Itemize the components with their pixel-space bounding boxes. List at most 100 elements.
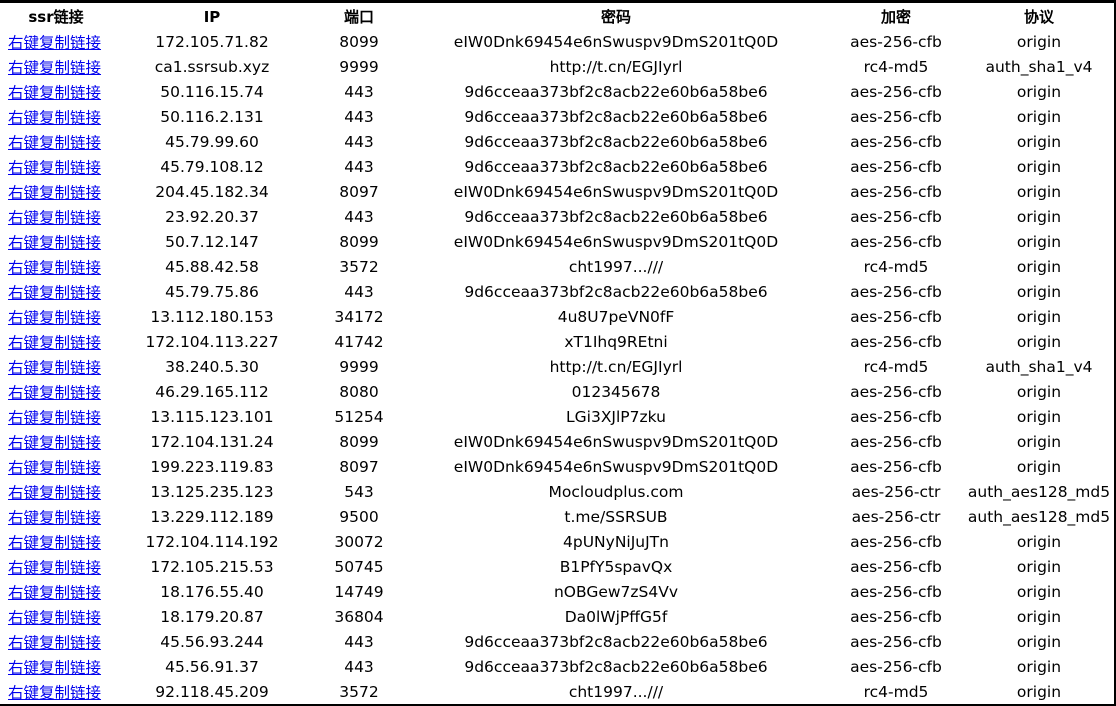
password-cell: cht1997.../// (568, 257, 664, 276)
protocol-cell: origin (1016, 557, 1062, 576)
ip-cell: 50.116.15.74 (160, 82, 264, 101)
encryption-cell: aes-256-cfb (850, 82, 942, 101)
port-cell: 443 (344, 207, 374, 226)
ip-cell: 172.104.114.192 (145, 532, 279, 551)
encryption-cell: aes-256-cfb (850, 157, 942, 176)
copy-link[interactable]: 右键复制链接 (8, 83, 102, 102)
table-row: 右键复制链接 172.104.114.192 30072 4pUNyNiJuJTn ae… (0, 529, 1112, 554)
copy-link[interactable]: 右键复制链接 (8, 233, 102, 252)
encryption-cell: rc4-md5 (863, 57, 929, 76)
port-cell: 443 (344, 132, 374, 151)
copy-link[interactable]: 右键复制链接 (8, 133, 102, 152)
copy-link[interactable]: 右键复制链接 (8, 433, 102, 452)
table-row: 右键复制链接 18.176.55.40 14749 nOBGew7zS4Vv aes-2… (0, 579, 1112, 604)
copy-link[interactable]: 右键复制链接 (8, 333, 102, 352)
port-cell: 14749 (334, 582, 384, 601)
protocol-cell: origin (1016, 82, 1062, 101)
header-row: ssr链接 IP 端口 密码 加密 协议 (0, 4, 1112, 29)
copy-link[interactable]: 右键复制链接 (8, 358, 102, 377)
encryption-cell: aes-256-cfb (850, 657, 942, 676)
port-cell: 8099 (339, 32, 379, 51)
password-cell: 4pUNyNiJuJTn (563, 532, 669, 551)
port-cell: 8097 (339, 457, 379, 476)
password-cell: t.me/SSRSUB (564, 507, 668, 526)
copy-link[interactable]: 右键复制链接 (8, 158, 102, 177)
port-cell: 50745 (334, 557, 384, 576)
ssr-link-cell: 右键复制链接 (0, 554, 112, 579)
protocol-cell: origin (1016, 657, 1062, 676)
encryption-cell: aes-256-ctr (851, 507, 941, 526)
copy-link[interactable]: 右键复制链接 (8, 633, 102, 652)
ssr-link-cell: 右键复制链接 (0, 579, 112, 604)
copy-link[interactable]: 右键复制链接 (8, 283, 102, 302)
password-cell: 9d6cceaa373bf2c8acb22e60b6a58be6 (464, 207, 768, 226)
encryption-cell: rc4-md5 (863, 357, 929, 376)
copy-link[interactable]: 右键复制链接 (8, 583, 102, 602)
ip-cell: 45.56.91.37 (165, 657, 259, 676)
table-row: 右键复制链接 45.79.108.12 443 9d6cceaa373bf2c8acb… (0, 154, 1112, 179)
port-cell: 443 (344, 282, 374, 301)
ip-cell: 38.240.5.30 (165, 357, 259, 376)
encryption-cell: aes-256-cfb (850, 532, 942, 551)
protocol-cell: origin (1016, 432, 1062, 451)
copy-link[interactable]: 右键复制链接 (8, 483, 102, 502)
ssr-link-cell: 右键复制链接 (0, 679, 112, 704)
copy-link[interactable]: 右键复制链接 (8, 658, 102, 677)
password-cell: http://t.cn/EGJIyrl (549, 57, 683, 76)
protocol-cell: origin (1016, 107, 1062, 126)
ssr-link-cell: 右键复制链接 (0, 279, 112, 304)
copy-link[interactable]: 右键复制链接 (8, 608, 102, 627)
protocol-cell: origin (1016, 207, 1062, 226)
copy-link[interactable]: 右键复制链接 (8, 408, 102, 427)
table-row: 右键复制链接 ca1.ssrsub.xyz 9999 http://t.cn/EGJI… (0, 54, 1112, 79)
encryption-cell: aes-256-cfb (850, 282, 942, 301)
ip-cell: 23.92.20.37 (165, 207, 259, 226)
ssr-link-cell: 右键复制链接 (0, 254, 112, 279)
protocol-cell: origin (1016, 382, 1062, 401)
port-cell: 543 (344, 482, 374, 501)
password-cell: eIW0Dnk69454e6nSwuspv9DmS201tQ0D (453, 457, 779, 476)
header-port: 端口 (343, 8, 374, 26)
copy-link[interactable]: 右键复制链接 (8, 208, 102, 227)
protocol-cell: auth_aes128_md5 (967, 482, 1111, 501)
password-cell: Mocloudplus.com (548, 482, 684, 501)
ip-cell: 199.223.119.83 (150, 457, 274, 476)
ssr-link-cell: 右键复制链接 (0, 429, 112, 454)
ssr-link-cell: 右键复制链接 (0, 104, 112, 129)
bottom-border (0, 704, 1116, 706)
password-cell: eIW0Dnk69454e6nSwuspv9DmS201tQ0D (453, 232, 779, 251)
ssr-link-cell: 右键复制链接 (0, 354, 112, 379)
encryption-cell: rc4-md5 (863, 257, 929, 276)
protocol-cell: origin (1016, 182, 1062, 201)
protocol-cell: origin (1016, 682, 1062, 701)
table-row: 右键复制链接 45.56.91.37 443 9d6cceaa373bf2c8acb2… (0, 654, 1112, 679)
table-row: 右键复制链接 45.79.75.86 443 9d6cceaa373bf2c8acb2… (0, 279, 1112, 304)
copy-link[interactable]: 右键复制链接 (8, 183, 102, 202)
copy-link[interactable]: 右键复制链接 (8, 383, 102, 402)
protocol-cell: auth_sha1_v4 (985, 357, 1093, 376)
header-ip: IP (203, 7, 221, 26)
protocol-cell: origin (1016, 407, 1062, 426)
copy-link[interactable]: 右键复制链接 (8, 33, 102, 52)
ssr-link-cell: 右键复制链接 (0, 179, 112, 204)
ip-cell: 172.104.131.24 (150, 432, 274, 451)
copy-link[interactable]: 右键复制链接 (8, 508, 102, 527)
top-border (0, 0, 1116, 3)
password-cell: LGi3XJlP7zku (566, 407, 666, 426)
copy-link[interactable]: 右键复制链接 (8, 308, 102, 327)
ssr-link-cell: 右键复制链接 (0, 329, 112, 354)
copy-link[interactable]: 右键复制链接 (8, 108, 102, 127)
password-cell: 9d6cceaa373bf2c8acb22e60b6a58be6 (464, 82, 768, 101)
copy-link[interactable]: 右键复制链接 (8, 683, 102, 702)
copy-link[interactable]: 右键复制链接 (8, 58, 102, 77)
ip-cell: 92.118.45.209 (155, 682, 269, 701)
copy-link[interactable]: 右键复制链接 (8, 458, 102, 477)
protocol-cell: origin (1016, 607, 1062, 626)
encryption-cell: aes-256-cfb (850, 182, 942, 201)
ssr-link-cell: 右键复制链接 (0, 204, 112, 229)
copy-link[interactable]: 右键复制链接 (8, 558, 102, 577)
copy-link[interactable]: 右键复制链接 (8, 258, 102, 277)
table-row: 右键复制链接 172.104.113.227 41742 xT1Ihq9REtni ae… (0, 329, 1112, 354)
copy-link[interactable]: 右键复制链接 (8, 533, 102, 552)
port-cell: 443 (344, 657, 374, 676)
